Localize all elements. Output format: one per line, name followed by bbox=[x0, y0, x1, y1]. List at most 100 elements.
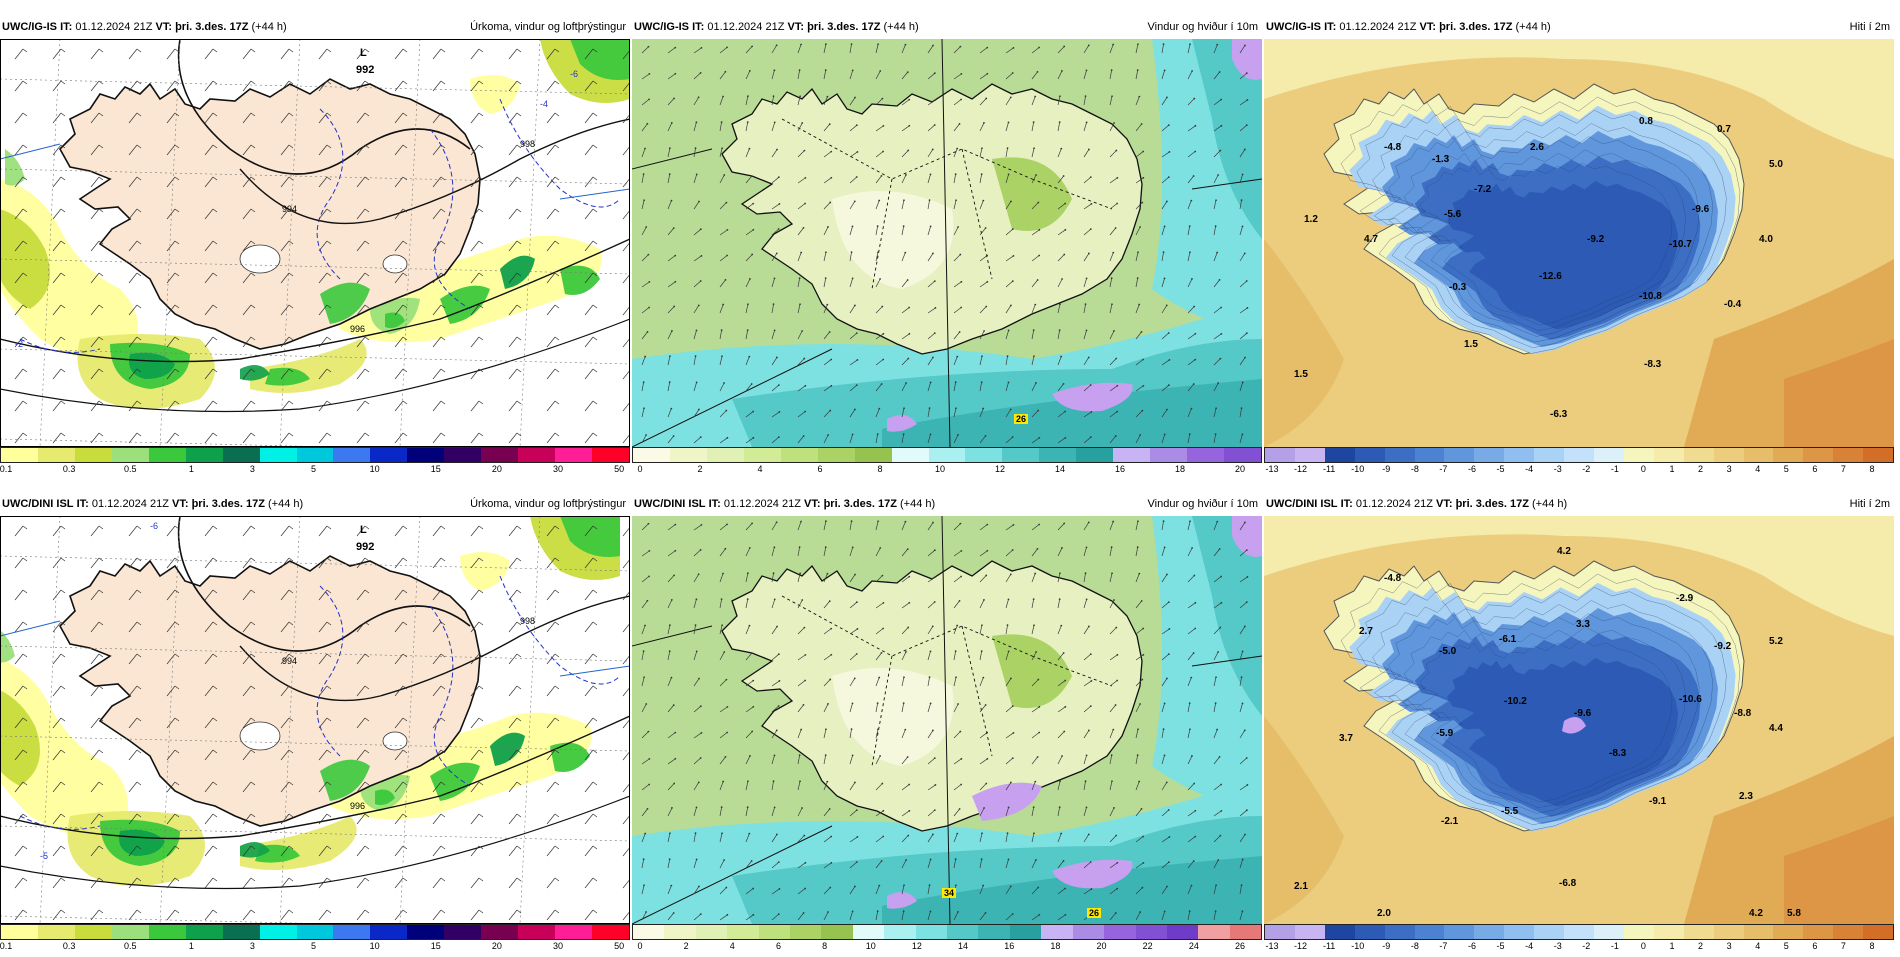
colorbar-tick-label: -13 bbox=[1265, 941, 1279, 951]
colorbar-tick-label: 18 bbox=[1050, 941, 1061, 951]
colorbar-swatch bbox=[1833, 925, 1864, 939]
map-panel-temp-igis: UWC/IG-IS IT: 01.12.2024 21Z VT: þri. 3.… bbox=[1264, 15, 1894, 480]
map-panel-wind-igis: UWC/IG-IS IT: 01.12.2024 21Z VT: þri. 3.… bbox=[632, 15, 1262, 480]
temperature-value: -6.1 bbox=[1499, 634, 1517, 645]
colorbar-swatch bbox=[1504, 448, 1535, 462]
colorbar-tick-label: 20 bbox=[1096, 941, 1107, 951]
header-vt-label: VT: bbox=[1419, 21, 1437, 33]
map-area: 4.2 -4.8 -2.9 2.7 3.3 -5.0 -6.1 -9.2 5.2 -10.2 -9.… bbox=[1264, 516, 1894, 924]
colorbar-swatch bbox=[1, 925, 38, 939]
colorbar-swatch bbox=[1198, 925, 1230, 939]
colorbar-swatch bbox=[407, 925, 445, 939]
temperature-value: 2.3 bbox=[1739, 791, 1753, 802]
colorbar-swatch bbox=[148, 925, 186, 939]
colorbar-swatch bbox=[1414, 448, 1445, 462]
colorbar-swatch bbox=[1743, 925, 1774, 939]
colorbar-tick-label: 16 bbox=[1114, 464, 1126, 474]
colorbar-swatch bbox=[1623, 925, 1654, 939]
header-it-value: 01.12.2024 21Z bbox=[75, 21, 153, 33]
colorbar-swatch bbox=[1713, 448, 1744, 462]
colorbar-swatch bbox=[592, 448, 629, 462]
colorbar-tick-label: 8 bbox=[877, 464, 883, 474]
colorbar-swatch bbox=[1354, 925, 1385, 939]
map-panel-temp-dini: UWC/DINI ISL IT: 01.12.2024 21Z VT: þri.… bbox=[1264, 492, 1894, 957]
colorbar-swatch bbox=[1384, 448, 1415, 462]
header-lead: (+44 h) bbox=[1532, 498, 1568, 510]
map-canvas bbox=[1264, 39, 1894, 447]
colorbar-tick-label: 20 bbox=[1234, 464, 1246, 474]
temperature-value: -4.8 bbox=[1384, 573, 1402, 584]
colorbar-swatch bbox=[1039, 448, 1077, 462]
temperature-value: -8.3 bbox=[1644, 359, 1662, 370]
colorbar-tick-label: 8 bbox=[822, 941, 828, 951]
colorbar-tick-label: 7 bbox=[1840, 464, 1846, 474]
panel-title: Vindur og hviður í 10m bbox=[1147, 21, 1258, 33]
colorbar-swatch bbox=[1863, 448, 1894, 462]
colorbar-ticks: -13 -12 -11 -10 -9 -8 -7 -6 -5 -4 -3 -2 -1 0 1 2 3 4 5 6 7 8 bbox=[1264, 940, 1894, 954]
colorbar-swatch bbox=[758, 925, 791, 939]
isobar-value: 992 bbox=[356, 64, 375, 76]
colorbar-tick-label: 2 bbox=[1698, 464, 1704, 474]
temperature-value: -6.8 bbox=[1559, 878, 1577, 889]
colorbar-tick-label: 5 bbox=[311, 464, 317, 474]
panel-header: UWC/IG-IS IT: 01.12.2024 21Z VT: þri. 3.… bbox=[632, 15, 1262, 39]
colorbar-swatch bbox=[1534, 925, 1565, 939]
colorbar-swatch bbox=[1444, 925, 1475, 939]
header-it-label: IT: bbox=[76, 498, 89, 510]
colorbar-swatch bbox=[1041, 925, 1073, 939]
isobar-value: 994 bbox=[282, 656, 298, 666]
colorbar-ticks: -13 -12 -11 -10 -9 -8 -7 -6 -5 -4 -3 -2 -1 0 1 2 3 4 5 6 7 8 bbox=[1264, 463, 1894, 477]
colorbar-swatch bbox=[817, 448, 855, 462]
temperature-value: -5.0 bbox=[1439, 646, 1457, 657]
temp-contour-value: -6 bbox=[570, 69, 579, 79]
colorbar-swatch bbox=[1150, 448, 1188, 462]
header-vt-value: þri. 3.des. 17Z bbox=[191, 498, 265, 510]
map-canvas bbox=[632, 516, 1262, 924]
colorbar-tick-label: 2 bbox=[697, 464, 703, 474]
colorbar-tick-label: 5 bbox=[311, 941, 317, 951]
colorbar-swatch bbox=[780, 448, 818, 462]
colorbar-tick-label: 1 bbox=[1669, 464, 1675, 474]
colorbar-swatch bbox=[296, 448, 334, 462]
header-vt-value: þri. 3.des. 17Z bbox=[175, 21, 249, 33]
header-model: UWC/DINI ISL bbox=[1266, 498, 1338, 510]
temperature-value: 0.8 bbox=[1639, 116, 1653, 127]
colorbar bbox=[632, 924, 1262, 940]
colorbar-tick-label: 12 bbox=[994, 464, 1006, 474]
colorbar-tick-label: 1 bbox=[188, 464, 194, 474]
colorbar-swatch bbox=[1076, 448, 1114, 462]
colorbar-tick-label: 4 bbox=[1755, 464, 1761, 474]
panel-title: Vindur og hviður í 10m bbox=[1147, 498, 1258, 510]
colorbar-tick-label: 50 bbox=[614, 464, 625, 474]
temperature-value: -4.8 bbox=[1384, 142, 1402, 153]
panel-run-info: UWC/DINI ISL IT: 01.12.2024 21Z VT: þri.… bbox=[634, 492, 935, 516]
colorbar-swatch bbox=[790, 925, 822, 939]
colorbar-tick-label: 3 bbox=[1726, 941, 1732, 951]
temp-contour-value: -5 bbox=[40, 851, 49, 861]
colorbar-swatch bbox=[965, 448, 1003, 462]
header-it-label: IT: bbox=[1324, 21, 1337, 33]
colorbar-tick-label: 50 bbox=[614, 941, 625, 951]
temperature-value: -10.6 bbox=[1679, 694, 1702, 705]
colorbar-tick-label: 3 bbox=[249, 464, 255, 474]
colorbar-swatch bbox=[370, 925, 408, 939]
colorbar-swatch bbox=[74, 448, 112, 462]
panel-header: UWC/IG-IS IT: 01.12.2024 21Z VT: þri. 3.… bbox=[1264, 15, 1894, 39]
temperature-value: 3.3 bbox=[1576, 619, 1590, 630]
colorbar-tick-label: 0.3 bbox=[62, 464, 76, 474]
temperature-value: -0.3 bbox=[1449, 282, 1467, 293]
colorbar-tick-label: 6 bbox=[817, 464, 823, 474]
colorbar-swatch bbox=[1713, 925, 1744, 939]
colorbar-tick-label: 18 bbox=[1174, 464, 1186, 474]
colorbar-tick-label: 10 bbox=[934, 464, 946, 474]
temperature-value: -2.9 bbox=[1676, 593, 1694, 604]
colorbar-tick-label: -12 bbox=[1294, 941, 1308, 951]
colorbar-swatch bbox=[185, 925, 223, 939]
gust-max-badge: 34 bbox=[942, 888, 957, 898]
header-model: UWC/DINI ISL bbox=[634, 498, 706, 510]
colorbar-tick-label: 20 bbox=[491, 941, 502, 951]
map-canvas bbox=[0, 39, 630, 447]
colorbar bbox=[0, 924, 630, 940]
temperature-value: 4.4 bbox=[1769, 723, 1783, 734]
colorbar-tick-label: 22 bbox=[1142, 941, 1153, 951]
